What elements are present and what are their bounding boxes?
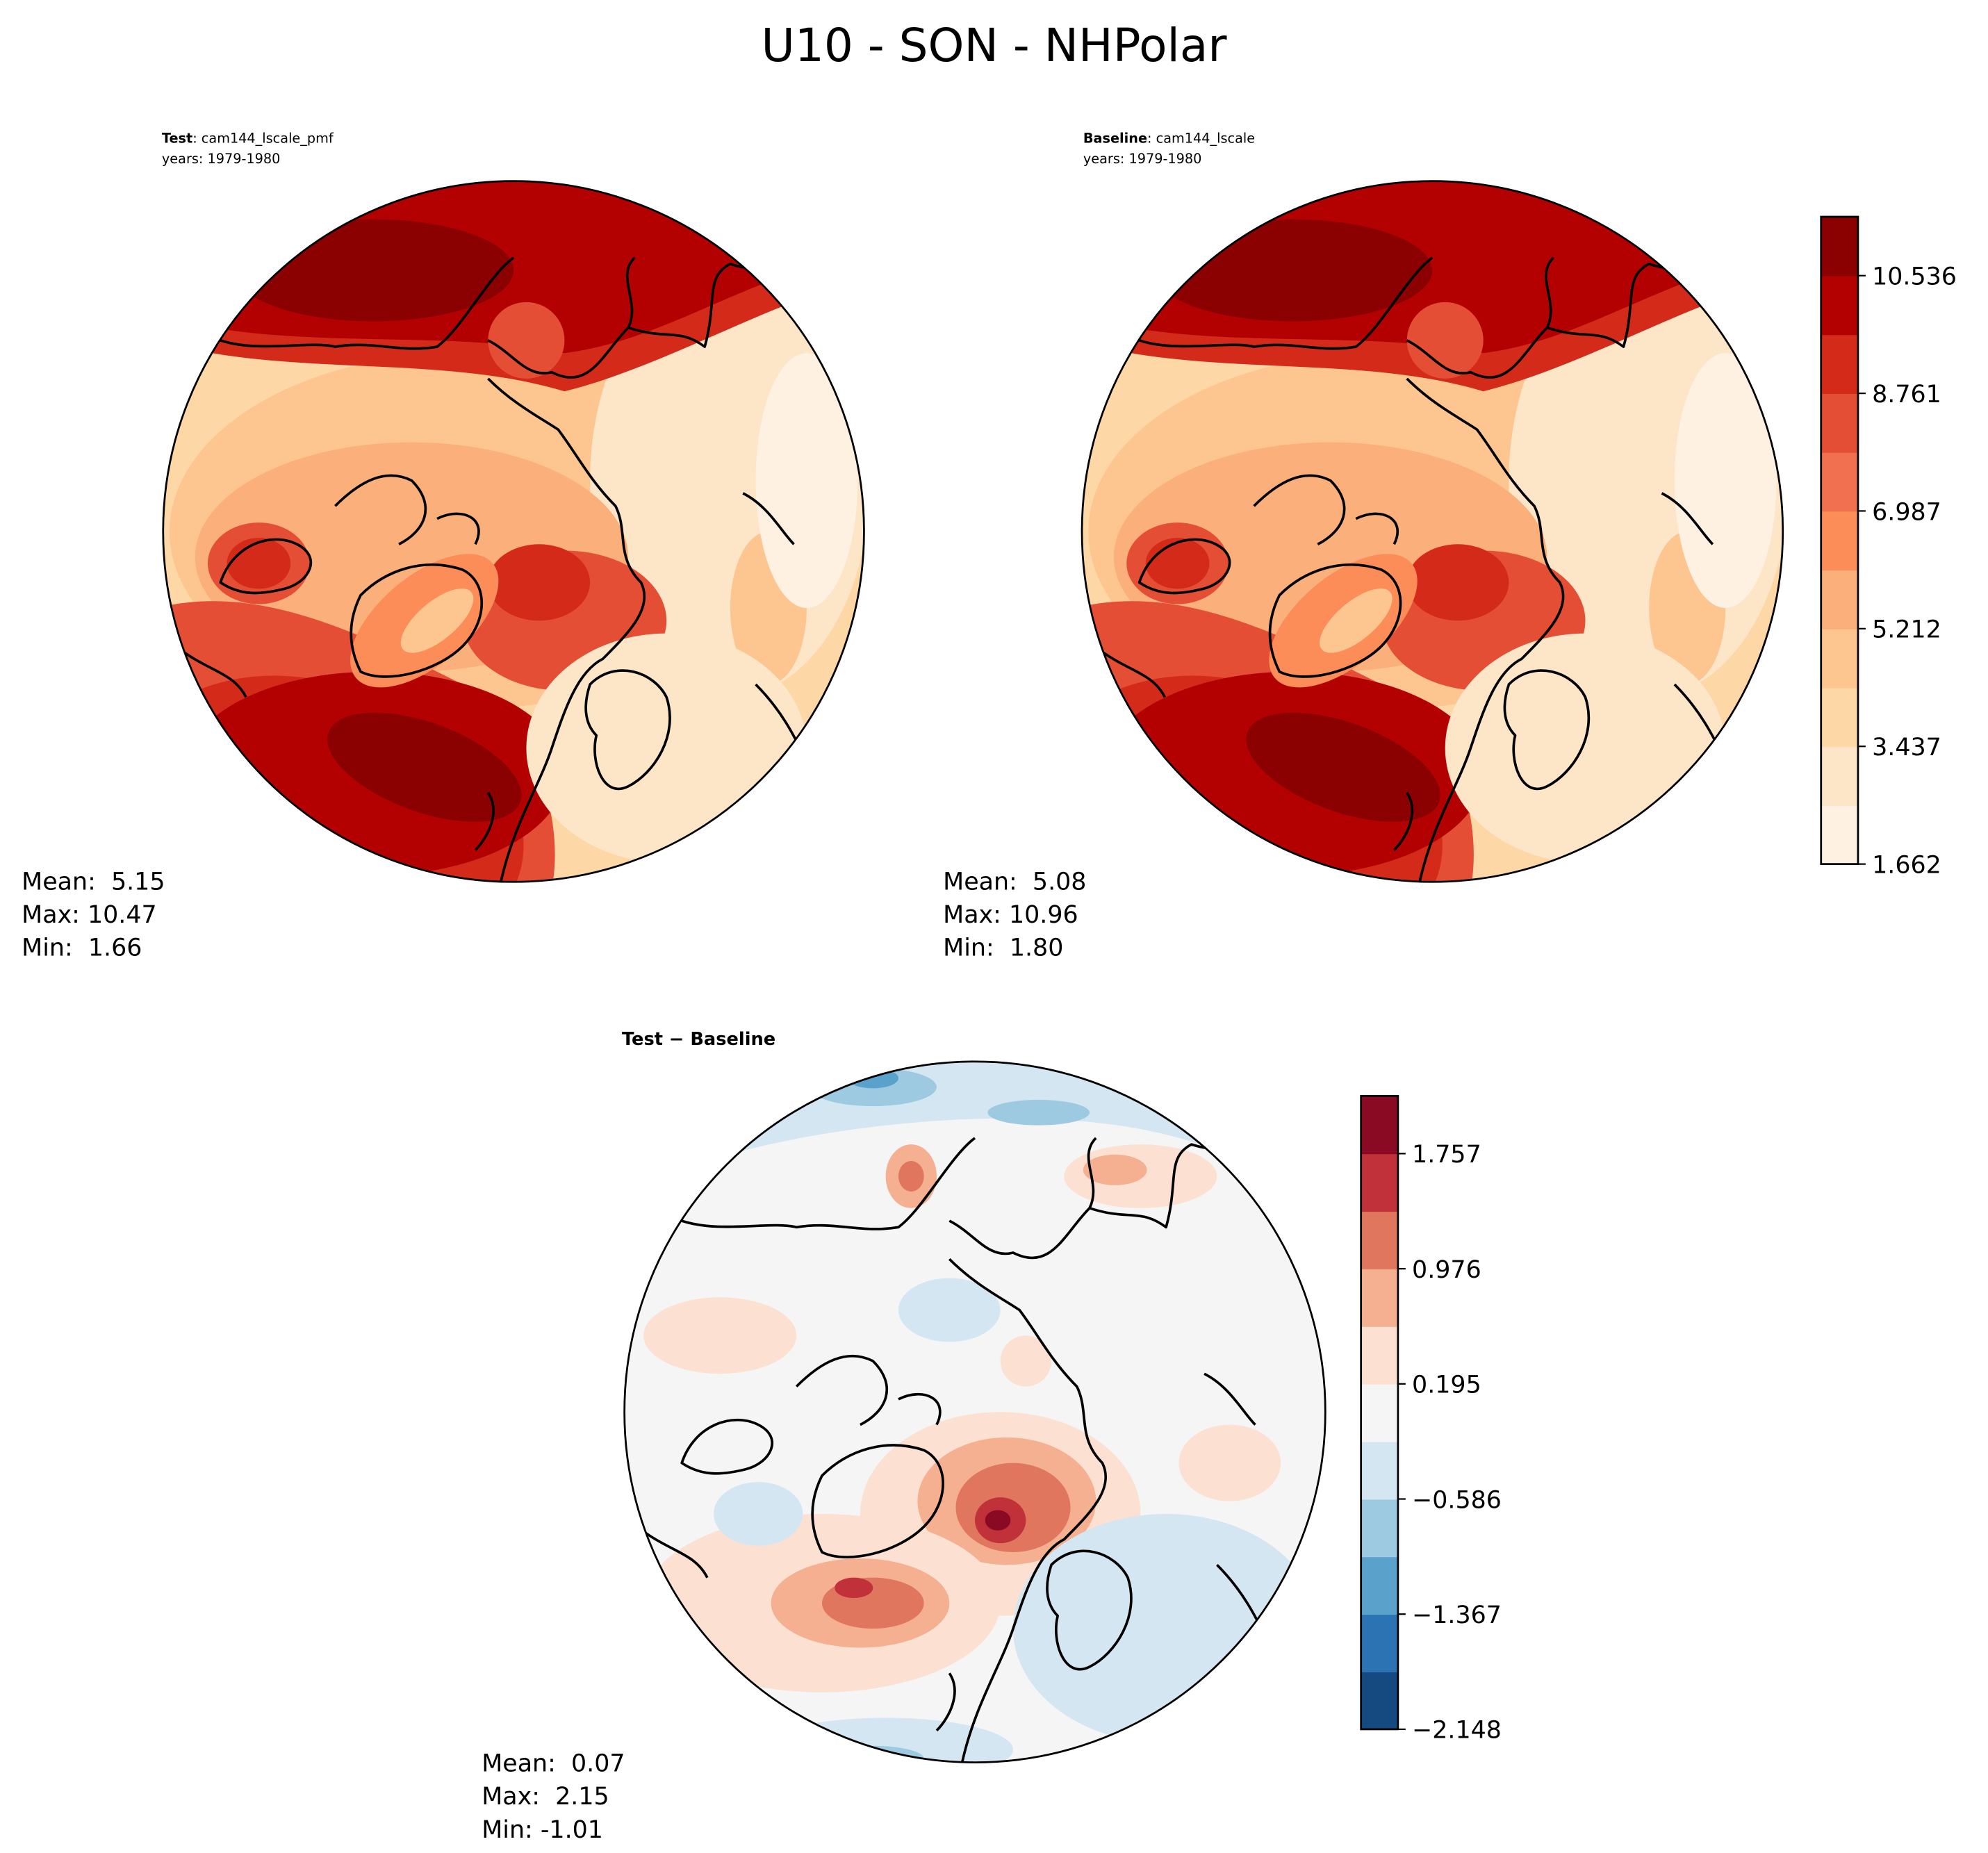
difference-max: Max: 2.15	[482, 1783, 609, 1811]
baseline-map-title: Baseline: cam144_lscale	[1083, 131, 1255, 147]
colorbar-bin	[1361, 1269, 1398, 1327]
test-map-disc	[162, 180, 865, 883]
test-map-years: years: 1979-1980	[162, 151, 281, 167]
colorbar-bin	[1821, 393, 1858, 453]
baseline-map-disc	[1081, 180, 1784, 883]
colorbar-bin	[1361, 1672, 1398, 1730]
colorbar-tick-label: 5.212	[1872, 616, 1941, 644]
difference-min: Min: -1.01	[482, 1816, 603, 1844]
baseline-mean: Mean: 5.08	[943, 868, 1086, 896]
test-mean: Mean: 5.15	[22, 868, 165, 896]
colorbar-tick-label: 0.976	[1412, 1256, 1481, 1284]
difference-mean: Mean: 0.07	[482, 1749, 625, 1777]
colorbar-tick-label: 10.536	[1872, 263, 1957, 291]
baseline-map-panel: Baseline: cam144_lscale years: 1979-1980…	[943, 131, 1784, 962]
baseline-max: Max: 10.96	[943, 901, 1078, 929]
colorbar-outline	[1360, 1095, 1399, 1731]
test-map-title: Test: cam144_lscale_pmf	[162, 131, 334, 147]
colorbar-bin	[1821, 275, 1858, 336]
colorbar-tick-label: 1.662	[1872, 851, 1941, 879]
difference-map-title: Test − Baseline	[622, 1029, 775, 1050]
colorbar-outline	[1820, 215, 1859, 866]
colorbar-bin	[1821, 511, 1858, 571]
colorbar-tick-label: 6.987	[1872, 498, 1941, 526]
colorbar-bin	[1361, 1153, 1398, 1212]
colorbar-bin	[1821, 334, 1858, 394]
colorbar-tick-label: −0.586	[1412, 1486, 1502, 1514]
colorbar-bin	[1361, 1211, 1398, 1269]
test-map-panel: Test: cam144_lscale_pmf years: 1979-1980…	[22, 131, 865, 962]
test-min: Min: 1.66	[22, 934, 142, 962]
colorbar-bin	[1361, 1556, 1398, 1615]
difference-map-panel: Test − Baseline Mean: 0.07 Max: 2.15 Min…	[482, 1029, 1326, 1844]
colorbar-tick-label: 1.757	[1412, 1141, 1481, 1169]
colorbar-tick-label: 8.761	[1872, 381, 1941, 409]
difference-map-disc	[623, 1060, 1326, 1763]
figure-title: U10 - SON - NHPolar	[762, 19, 1228, 72]
test-max: Max: 10.47	[22, 901, 157, 929]
colorbar-bin	[1361, 1441, 1398, 1500]
colorbar-bin	[1361, 1383, 1398, 1442]
colorbar-bin	[1821, 452, 1858, 512]
absolute-colorbar: 1.662 3.437 5.212 6.987 8.761 10.536	[1820, 215, 1957, 879]
colorbar-tick-label: 3.437	[1872, 734, 1941, 761]
baseline-map-years: years: 1979-1980	[1083, 151, 1202, 167]
difference-colorbar: −2.148 −1.367 −0.586 0.195 0.976 1.757	[1360, 1095, 1502, 1745]
colorbar-tick-label: 0.195	[1412, 1372, 1481, 1399]
colorbar-tick-label: −1.367	[1412, 1601, 1502, 1629]
colorbar-bin	[1821, 216, 1858, 277]
colorbar-bin	[1821, 746, 1858, 806]
colorbar-tick-label: −2.148	[1412, 1717, 1502, 1745]
colorbar-bin	[1821, 687, 1858, 748]
colorbar-bin	[1821, 628, 1858, 689]
colorbar-bin	[1361, 1614, 1398, 1672]
colorbar-bin	[1361, 1326, 1398, 1385]
colorbar-bin	[1821, 805, 1858, 865]
colorbar-bin	[1361, 1096, 1398, 1155]
baseline-min: Min: 1.80	[943, 934, 1063, 962]
colorbar-bin	[1821, 570, 1858, 629]
colorbar-bin	[1361, 1499, 1398, 1558]
